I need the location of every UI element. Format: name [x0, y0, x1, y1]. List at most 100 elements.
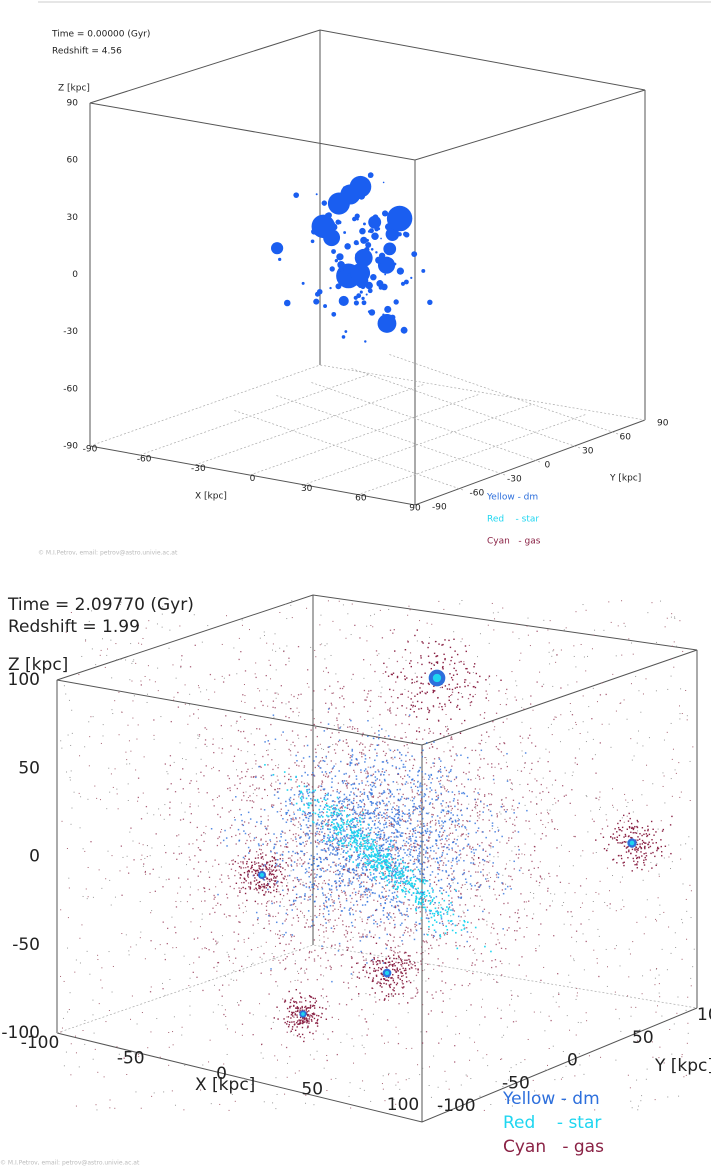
particle: [330, 806, 332, 808]
particle: [417, 971, 419, 974]
particle: [340, 1041, 342, 1043]
particle: [410, 840, 412, 842]
particle: [402, 943, 404, 945]
particle-clump: [347, 273, 351, 277]
particle: [497, 1007, 499, 1009]
particle: [360, 771, 362, 774]
particle: [451, 897, 453, 899]
particle: [300, 896, 302, 898]
particle: [328, 879, 330, 881]
particle: [132, 717, 134, 719]
particle: [365, 959, 367, 961]
particle: [582, 721, 584, 723]
particle: [450, 805, 452, 808]
particle: [461, 600, 463, 602]
time-label: Time = 0.00000 (Gyr): [51, 30, 150, 40]
particle: [615, 1059, 617, 1061]
particle: [323, 936, 325, 938]
particle: [281, 885, 283, 887]
particle: [491, 793, 493, 796]
particle: [254, 825, 257, 828]
particle: [568, 729, 570, 731]
particle: [351, 977, 353, 979]
particle: [361, 780, 363, 782]
particle: [166, 771, 168, 773]
particle: [446, 853, 448, 855]
particle: [415, 892, 418, 895]
particle: [388, 748, 390, 750]
particle: [477, 830, 479, 832]
particle: [237, 729, 240, 732]
particle: [616, 809, 618, 811]
particle: [216, 970, 218, 972]
particle: [360, 874, 363, 876]
particle: [219, 1103, 221, 1105]
particle: [432, 706, 435, 708]
particle: [448, 903, 450, 906]
particle: [87, 896, 89, 898]
particle: [396, 846, 398, 848]
particle: [447, 742, 449, 744]
particle: [288, 660, 290, 662]
particle: [446, 885, 449, 887]
particle: [401, 986, 403, 988]
particle: [439, 817, 441, 819]
particle: [536, 630, 538, 632]
particle: [259, 690, 261, 692]
particle: [493, 729, 495, 731]
particle: [407, 927, 409, 929]
particle: [367, 864, 369, 867]
particle: [353, 872, 355, 874]
particle: [290, 775, 292, 778]
particle: [201, 913, 203, 915]
particle: [680, 858, 682, 860]
particle: [364, 864, 366, 866]
particle: [243, 795, 245, 797]
particle: [330, 945, 333, 948]
particle: [372, 884, 374, 887]
particle: [384, 741, 386, 743]
particle: [79, 827, 81, 829]
particle: [307, 794, 310, 797]
particle: [336, 717, 338, 719]
particle: [329, 685, 331, 687]
particle: [498, 763, 500, 765]
particle: [461, 984, 463, 987]
particle: [379, 811, 381, 814]
particle: [284, 958, 287, 960]
particle: [177, 691, 179, 694]
particle: [277, 788, 279, 790]
particle: [547, 890, 549, 892]
particle: [254, 673, 256, 675]
particle: [297, 697, 299, 699]
particle: [153, 814, 155, 816]
particle: [661, 948, 663, 950]
particle: [271, 806, 274, 808]
particle: [533, 867, 535, 869]
particle: [286, 819, 289, 821]
particle: [438, 780, 440, 783]
particle: [571, 714, 574, 716]
particle: [256, 918, 259, 921]
particle: [225, 916, 227, 918]
z-tick-label: 60: [67, 156, 79, 166]
particle: [214, 691, 216, 693]
particle: [439, 687, 441, 689]
particle: [109, 879, 111, 881]
particle: [504, 868, 507, 870]
particle: [642, 975, 644, 977]
particle: [331, 781, 333, 783]
particle: [413, 797, 415, 800]
particle: [304, 861, 306, 863]
particle: [344, 892, 346, 895]
particle: [346, 763, 349, 766]
particle: [442, 822, 445, 824]
particle: [188, 843, 190, 845]
particle: [388, 822, 391, 824]
particle: [327, 708, 330, 710]
particle: [570, 955, 572, 957]
particle: [65, 1051, 67, 1053]
particle: [68, 1009, 70, 1011]
particle: [472, 846, 474, 849]
particle: [612, 806, 614, 808]
